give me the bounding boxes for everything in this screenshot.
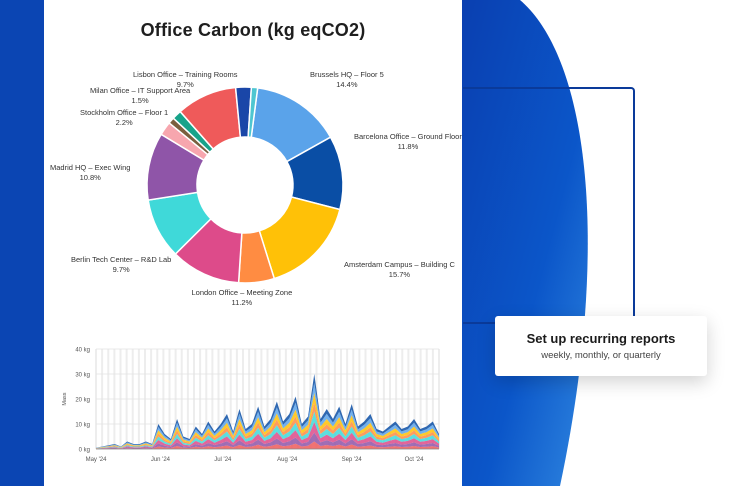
y-tick-label: 0 kg bbox=[79, 448, 90, 454]
x-tick-label: Aug '24 bbox=[277, 457, 298, 463]
slice-label-name: Lisbon Office – Training Rooms bbox=[133, 70, 238, 79]
slice-label: Berlin Tech Center – R&D Lab 9.7% bbox=[71, 255, 171, 274]
slice-label-percent: 9.7% bbox=[112, 264, 130, 274]
slice-label: Stockholm Office – Floor 1 2.2% bbox=[80, 108, 168, 127]
slice-label-name: London Office – Meeting Zone bbox=[191, 288, 293, 297]
slice-label: Milan Office – IT Support Area 1.5% bbox=[90, 86, 190, 105]
slice-label-percent: 2.2% bbox=[115, 117, 133, 127]
x-tick-label: Oct '24 bbox=[405, 457, 424, 463]
x-tick-label: Jun '24 bbox=[151, 457, 171, 463]
chart-title: Office Carbon (kg eqCO2) bbox=[140, 20, 366, 40]
slice-label-percent: 11.8% bbox=[397, 141, 419, 151]
donut-slice bbox=[247, 86, 259, 139]
slice-label-name: Brussels HQ – Floor 5 bbox=[310, 70, 384, 79]
slice-label-name: Barcelona Office – Ground Floor bbox=[354, 132, 462, 141]
x-tick-label: May '24 bbox=[86, 457, 107, 463]
slice-label: Lisbon Office – Training Rooms 9.7% bbox=[133, 70, 238, 89]
stacked-area-chart: 0 kg 10 kg 20 kg 30 kg 40 kg Mass May '24 Jun '… bbox=[62, 348, 440, 463]
x-tick-label: Sep '24 bbox=[342, 457, 363, 463]
slice-label: Madrid HQ – Exec Wing 10.8% bbox=[50, 163, 130, 182]
donut-slice bbox=[258, 196, 341, 280]
slice-label-percent: 15.7% bbox=[388, 269, 411, 279]
slice-label-name: Madrid HQ – Exec Wing bbox=[50, 163, 131, 172]
area-series bbox=[96, 432, 439, 449]
slice-label: Brussels HQ – Floor 5 14.4% bbox=[310, 70, 384, 89]
slice-label-percent: 11.2% bbox=[231, 297, 253, 307]
slice-label-name: Stockholm Office – Floor 1 bbox=[80, 108, 169, 117]
x-tick-label: Jul '24 bbox=[214, 457, 232, 463]
slice-label-percent: 1.5% bbox=[131, 95, 149, 105]
slice-label-name: Amsterdam Campus – Building C bbox=[344, 260, 455, 269]
callout-title: Set up recurring reports bbox=[526, 331, 676, 346]
slice-label-percent: 10.8% bbox=[79, 172, 101, 182]
slice-label: London Office – Meeting Zone 11.2% bbox=[192, 288, 293, 307]
slice-label-name: Milan Office – IT Support Area bbox=[90, 86, 191, 95]
y-tick-label: 40 kg bbox=[75, 348, 90, 354]
slice-label-name: Berlin Tech Center – R&D Lab bbox=[71, 255, 172, 264]
donut-chart bbox=[146, 86, 344, 284]
y-tick-label: 10 kg bbox=[75, 423, 90, 429]
area-series bbox=[96, 441, 439, 449]
slice-label: Barcelona Office – Ground Floor 11.8% bbox=[354, 132, 462, 151]
slice-label: Amsterdam Campus – Building C 15.7% bbox=[344, 260, 455, 279]
slice-label-percent: 14.4% bbox=[336, 79, 358, 89]
connector-frame bbox=[463, 87, 635, 324]
callout-subtitle: weekly, monthly, or quarterly bbox=[541, 350, 661, 361]
report-card: Office Carbon (kg eqCO2) Brussels HQ – F… bbox=[44, 0, 462, 486]
y-axis-label: Mass bbox=[62, 392, 68, 405]
y-tick-label: 20 kg bbox=[75, 398, 90, 404]
slice-label-percent: 9.7% bbox=[176, 79, 194, 89]
recurring-reports-callout[interactable]: Set up recurring reports weekly, monthly… bbox=[495, 316, 707, 376]
y-tick-label: 30 kg bbox=[75, 373, 90, 379]
brand-panel-left bbox=[0, 0, 44, 486]
